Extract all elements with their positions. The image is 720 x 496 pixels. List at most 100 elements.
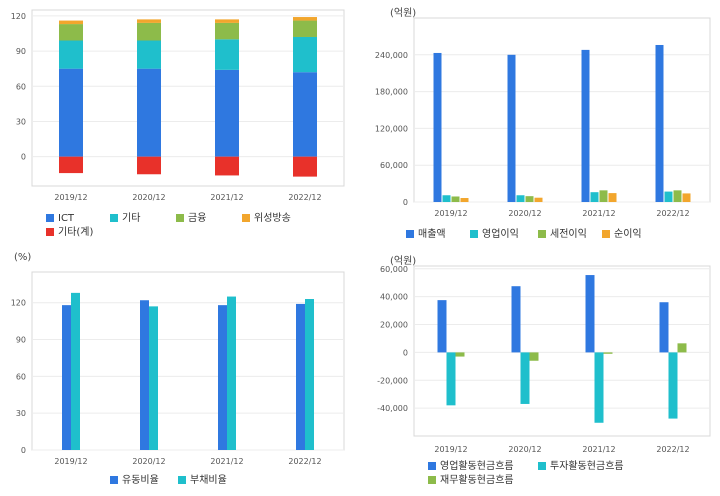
bar	[460, 198, 469, 202]
y-tick-label: 40,000	[380, 293, 408, 302]
legend-item: 순이익	[602, 228, 642, 242]
bar	[215, 19, 239, 23]
y-tick-label: 120	[11, 299, 26, 308]
bar	[293, 36, 317, 73]
bar	[599, 190, 608, 202]
legend-label: 금융	[188, 213, 207, 224]
bar	[59, 20, 83, 25]
y-tick-label: 30	[16, 409, 26, 418]
bar	[451, 196, 460, 202]
legend-label: ICT	[58, 213, 75, 224]
ratios-chart: 0 30 60 90 120 2019/12 2020/12 2021/12 2022/12	[11, 271, 345, 466]
legend-item: 기타(계)	[46, 226, 93, 240]
bar	[218, 305, 227, 450]
legend-swatch	[538, 230, 546, 238]
legend-item: 유동비율	[110, 474, 159, 488]
y-tick-label: 180,000	[375, 88, 408, 97]
x-tick-label: 2020/12	[132, 193, 165, 202]
bar	[603, 352, 613, 354]
x-tick-label: 2019/12	[434, 445, 467, 454]
bar	[215, 156, 239, 176]
revenue-mix-legend: ICT 기타 금융 위성방송 기타(계)	[46, 212, 356, 244]
legend-item: 기타	[110, 212, 140, 226]
legend-label: 순이익	[614, 229, 642, 240]
x-tick-label: 2019/12	[54, 457, 87, 466]
x-tick-label: 2021/12	[210, 193, 243, 202]
legend-label: 기타	[122, 213, 141, 224]
bar	[590, 192, 599, 202]
legend-swatch	[178, 476, 186, 484]
x-tick-label: 2021/12	[582, 209, 615, 218]
income-chart: 0 60,000 120,000 180,000 240,000 2019/12 2020/…	[375, 17, 711, 218]
bar	[442, 195, 451, 202]
legend-item: ICT	[46, 212, 74, 226]
bar	[71, 292, 80, 450]
bar	[137, 156, 161, 175]
bar	[655, 44, 664, 203]
legend-label: 재무활동현금흐름	[440, 475, 514, 486]
y-tick-label: 0	[21, 446, 26, 455]
legend-item: 부채비율	[178, 474, 227, 488]
x-tick-label: 2022/12	[288, 193, 321, 202]
bar	[293, 20, 317, 37]
x-tick-label: 2020/12	[508, 445, 541, 454]
bar	[520, 352, 530, 404]
legend-swatch	[242, 214, 250, 222]
bar	[293, 17, 317, 21]
bar	[529, 352, 539, 361]
y-tick-label: 60,000	[380, 265, 408, 274]
y-tick-label: -20,000	[377, 376, 408, 385]
income-unit-label: (억원)	[390, 8, 417, 19]
y-tick-label: 90	[16, 47, 26, 56]
legend-item: 영업활동현금흐름	[428, 460, 514, 474]
bar	[137, 68, 161, 157]
legend-swatch	[176, 214, 184, 222]
bar	[446, 352, 456, 406]
x-tick-label: 2019/12	[54, 193, 87, 202]
y-tick-label: 30	[16, 117, 26, 126]
bar	[534, 197, 543, 202]
legend-item: 세전이익	[538, 228, 587, 242]
legend-item: 금융	[176, 212, 206, 226]
y-tick-label: 120	[11, 12, 26, 21]
bar	[608, 193, 617, 202]
bar	[140, 300, 149, 450]
bar	[594, 352, 604, 423]
cashflow-panel: (억원) -40,000 -20,000 0 20,000 40,000 60,000 20…	[360, 248, 720, 496]
bar	[149, 306, 158, 450]
legend-label: 부채비율	[190, 475, 227, 486]
legend-label: 영업활동현금흐름	[440, 461, 514, 472]
cashflow-unit-label: (억원)	[390, 256, 417, 267]
y-tick-label: 60	[16, 372, 26, 381]
bar	[677, 343, 687, 353]
bar	[516, 195, 525, 202]
bar	[511, 286, 521, 353]
ratios-legend: 유동비율 부채비율	[110, 474, 350, 490]
legend-swatch	[470, 230, 478, 238]
income-panel: (억원) 0 60,000 120,000 180,000 240,000 2019/12…	[360, 0, 720, 248]
y-tick-label: 120,000	[375, 124, 408, 133]
bar	[682, 193, 691, 202]
x-tick-label: 2022/12	[288, 457, 321, 466]
legend-swatch	[538, 462, 546, 470]
bar	[455, 352, 465, 357]
y-tick-label: 20,000	[380, 321, 408, 330]
revenue-mix-panel: 0 30 60 90 120 2019/12 2020/12 2021/12 2022/12 I…	[0, 0, 360, 248]
bar	[137, 19, 161, 23]
y-tick-label: 0	[403, 198, 408, 207]
y-tick-label: 60	[16, 82, 26, 91]
legend-label: 투자활동현금흐름	[550, 461, 624, 472]
legend-swatch	[110, 476, 118, 484]
bar	[59, 156, 83, 174]
legend-item: 재무활동현금흐름	[428, 474, 514, 488]
legend-label: 영업이익	[482, 229, 519, 240]
bar	[62, 305, 71, 450]
bar	[525, 196, 534, 202]
bar	[433, 52, 442, 203]
legend-swatch	[46, 228, 54, 236]
bar	[59, 24, 83, 41]
cashflow-chart: -40,000 -20,000 0 20,000 40,000 60,000 2019/12…	[377, 265, 711, 454]
bar	[659, 302, 669, 353]
legend-label: 매출액	[418, 229, 446, 240]
